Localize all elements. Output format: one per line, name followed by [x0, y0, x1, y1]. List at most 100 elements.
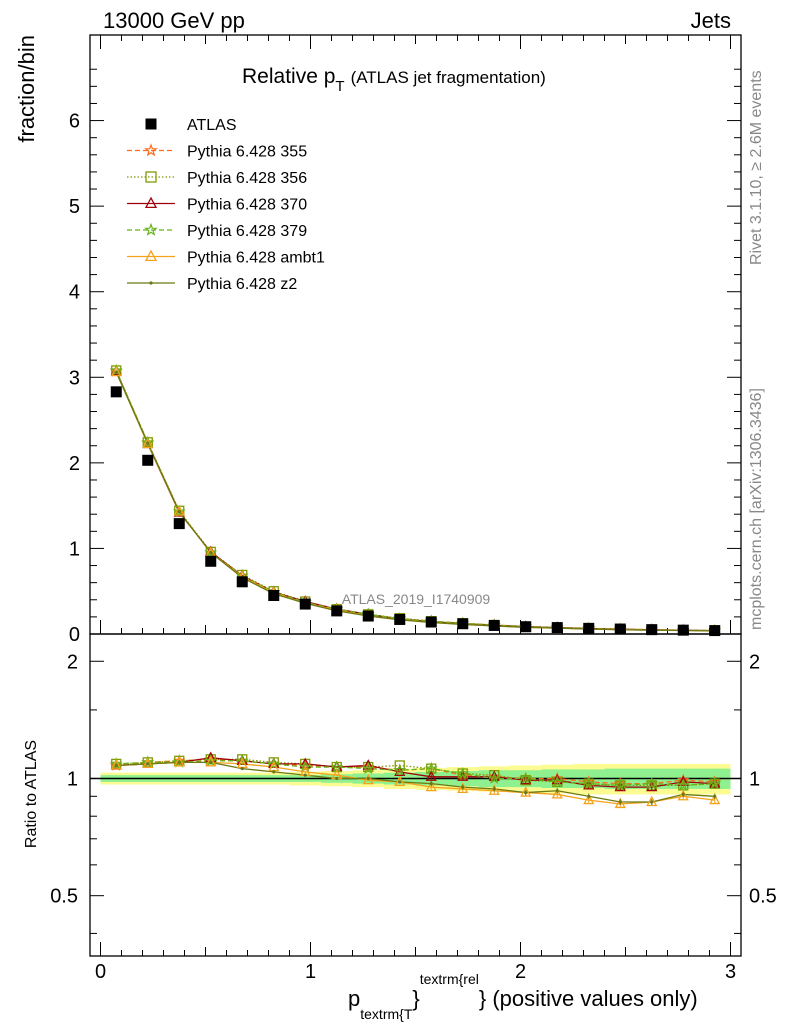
main-chart-title: Relative pT (ATLAS jet fragmentation) — [242, 65, 546, 95]
ratio-series-point — [172, 755, 186, 768]
legend-marker — [145, 118, 157, 130]
x-tick-label: 1 — [305, 961, 316, 983]
legend-label: Pythia 6.428 355 — [187, 144, 307, 161]
legend-entry: ATLAS — [145, 117, 237, 134]
ratio-series-point — [708, 776, 722, 790]
ratio-series-point — [613, 778, 627, 791]
ratio-series-point — [335, 776, 339, 781]
ratio-series-point — [488, 784, 500, 795]
main-series-point — [173, 505, 185, 516]
ratio-series-point — [520, 786, 532, 797]
ratio-y-tick-label-right: 0.5 — [749, 886, 777, 908]
legend-entry: Pythia 6.428 379 — [127, 222, 307, 240]
main-y-tick-label: 2 — [69, 453, 80, 475]
ratio-series-line — [116, 761, 715, 805]
main-y-tick-label: 6 — [69, 111, 80, 133]
ratio-series-point — [645, 776, 659, 790]
ratio-series-point — [425, 780, 437, 792]
ratio-series-point — [650, 800, 654, 804]
ratio-series-line — [116, 760, 715, 787]
title-rest-text: (ATLAS jet fragmentation) — [351, 68, 546, 87]
ratio-series-point — [424, 761, 438, 775]
ratio-series-point — [583, 793, 595, 805]
legend-entry: Pythia 6.428 ambt1 — [127, 250, 325, 267]
atlas-data-point — [362, 610, 374, 622]
legend-marker — [144, 222, 158, 236]
ratio-series-point — [362, 773, 374, 785]
ratio-series-point — [173, 756, 185, 767]
atlas-data-point — [173, 518, 185, 530]
legend-entry: Pythia 6.428 370 — [127, 197, 307, 214]
legend-label: Pythia 6.428 370 — [187, 197, 307, 214]
ratio-series-point — [205, 756, 217, 767]
main-series-point — [110, 365, 122, 377]
x-label-brace: } — [412, 986, 419, 1011]
main-series-point — [114, 370, 118, 374]
main-y-tick-label: 3 — [69, 367, 80, 389]
ratio-series-point — [587, 794, 591, 798]
atlas-data-point — [709, 625, 721, 637]
title-main-text: Relative p — [242, 65, 335, 88]
ratio-series-point — [146, 762, 150, 766]
ratio-series-point — [709, 793, 721, 805]
main-series-point — [172, 504, 186, 518]
mcplots-label: mcplots.cern.ch [arXiv:1306.3436] — [748, 388, 765, 630]
main-series-point — [204, 545, 218, 559]
ratio-series-point — [614, 797, 626, 809]
legend-label: Pythia 6.428 z2 — [187, 276, 297, 293]
atlas-data-point — [488, 619, 500, 631]
atlas-data-point — [236, 576, 248, 588]
main-series-point — [142, 437, 154, 449]
ratio-y-tick-label-right: 2 — [749, 651, 760, 673]
ratio-series-point — [461, 785, 465, 789]
main-y-tick-label: 1 — [69, 538, 80, 560]
ratio-series-point — [429, 782, 433, 786]
x-label-main: p — [348, 986, 360, 1011]
ratio-series-point — [394, 775, 406, 787]
ratio-series-point — [267, 757, 281, 770]
main-plot: 0 1 2 3 4 5 6 — [69, 34, 742, 646]
atlas-data-point — [142, 454, 154, 466]
main-y-tick-label: 4 — [69, 282, 80, 304]
ratio-series-point — [425, 770, 437, 781]
legend-label: ATLAS — [187, 117, 237, 134]
analysis-label: ATLAS_2019_I1740909 — [342, 591, 491, 607]
ratio-series-point — [209, 760, 213, 764]
ratio-series-point — [618, 800, 622, 804]
ratio-series-point — [582, 776, 596, 790]
atlas-data-point — [583, 622, 595, 634]
main-y-tick-label: 5 — [69, 196, 80, 218]
legend-entry: Pythia 6.428 z2 — [127, 276, 297, 293]
atlas-data-point — [299, 598, 311, 610]
legend-marker — [144, 249, 158, 262]
atlas-data-point — [614, 623, 626, 635]
x-tick-label: 0 — [95, 961, 106, 983]
ratio-series-point — [240, 767, 244, 771]
legend-label: Pythia 6.428 379 — [187, 223, 307, 240]
svg-text:Relative pT(ATLAS jet fragment: Relative pT (ATLAS jet fragmentation) — [242, 65, 546, 95]
atlas-data-point — [677, 624, 689, 636]
rivet-version-label: Rivet 3.1.10, ≥ 2.6M events — [748, 70, 765, 265]
ratio-series-point — [272, 770, 276, 774]
legend-label: Pythia 6.428 356 — [187, 170, 307, 187]
ratio-y-tick-label: 0.5 — [50, 886, 78, 908]
x-tick-label: 2 — [515, 961, 526, 983]
ratio-series-point — [177, 760, 181, 764]
ratio-series-point — [366, 776, 370, 781]
ratio-series-point — [709, 777, 721, 788]
ratio-series-point — [555, 789, 559, 793]
main-y-axis-label: fraction/bin — [14, 35, 39, 143]
svg-text:ptextrm{T}textrm{rel} (positiv: ptextrm{T}textrm{rel} (positive values o… — [348, 971, 698, 1022]
atlas-data-point — [394, 613, 406, 625]
ratio-series-point — [114, 763, 118, 768]
ratio-series-point — [492, 787, 496, 791]
ratio-series-point — [487, 771, 501, 784]
ratio-series-point — [398, 780, 402, 784]
x-label-subscript: textrm{T — [360, 1006, 413, 1022]
ratio-plot-frame — [89, 633, 742, 957]
legend-marker — [145, 171, 157, 183]
ratio-series-point — [676, 778, 690, 791]
ratio-y-tick-label: 2 — [67, 651, 78, 673]
ratio-series-line — [116, 757, 715, 788]
